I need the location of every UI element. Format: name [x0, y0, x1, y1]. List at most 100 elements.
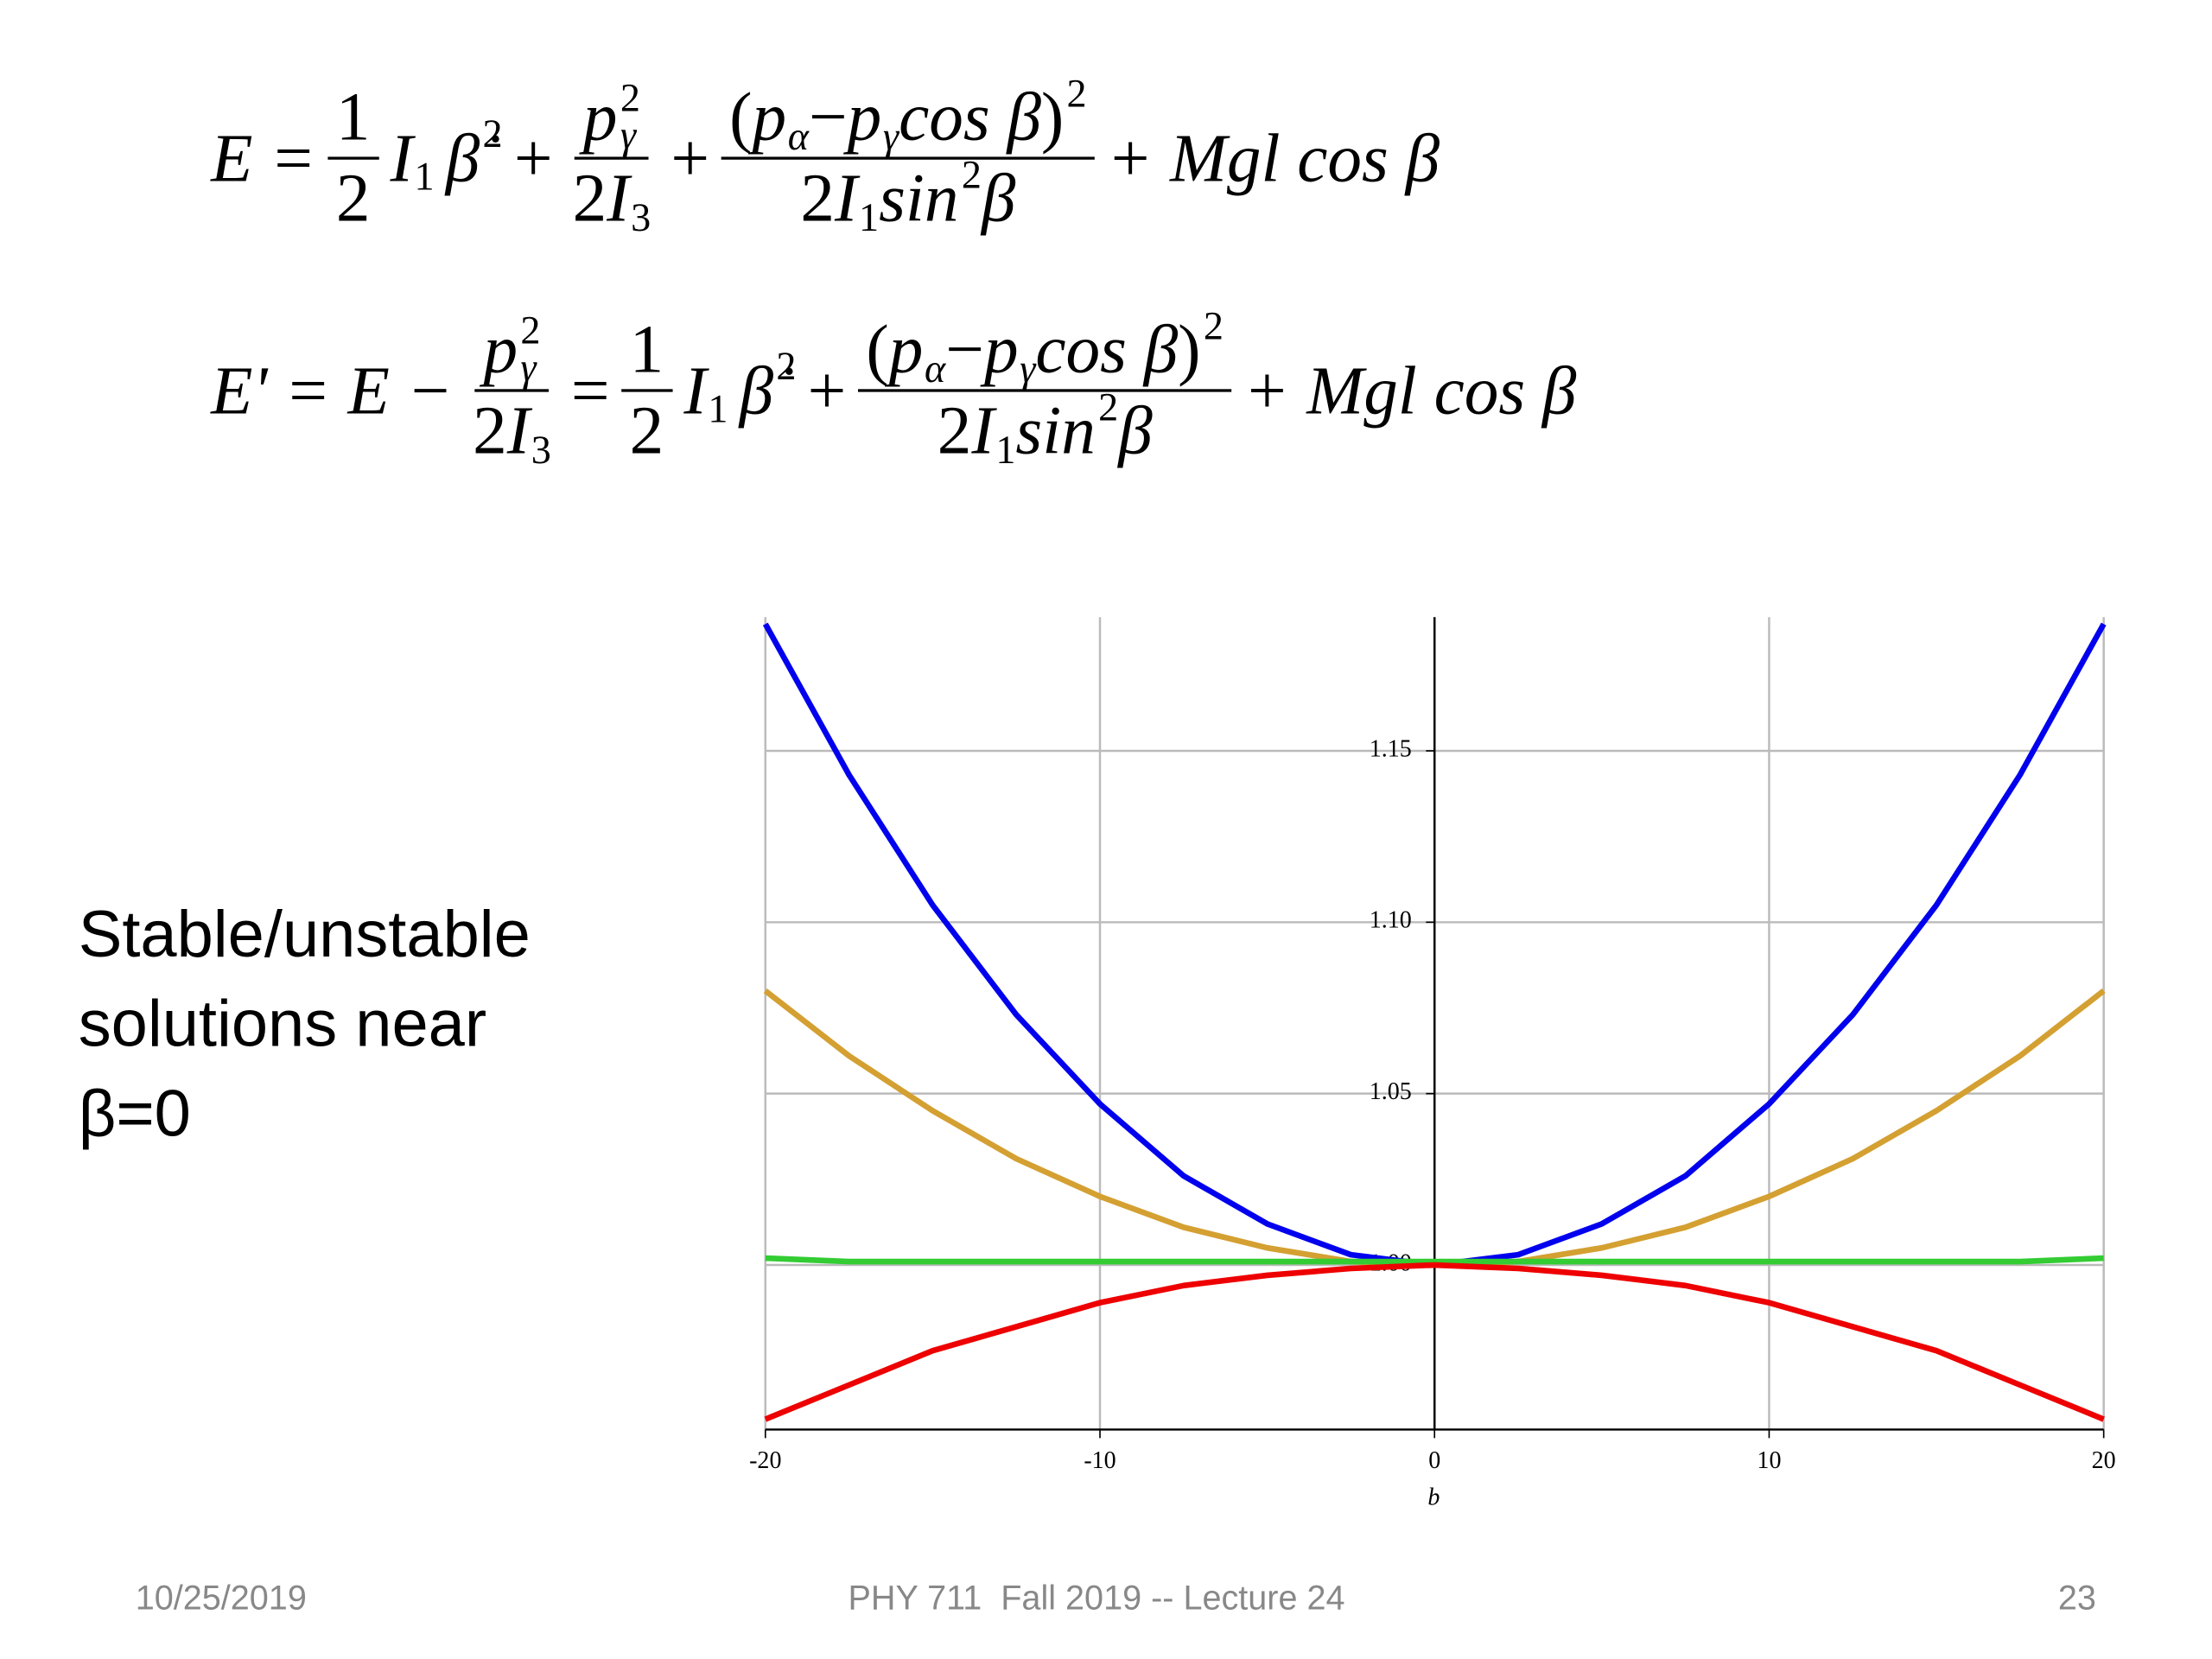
math-base: I [835, 161, 858, 237]
math-text: 2 [629, 393, 664, 469]
math-text: + Mgl cos β [1106, 120, 1440, 196]
superscript: 2 [620, 76, 640, 121]
math-base: ) [1040, 79, 1065, 156]
math-base: p [888, 312, 924, 388]
subscript: γ [1020, 346, 1036, 391]
math-text: − [808, 79, 848, 156]
math-term: β̇ 2 [446, 112, 503, 198]
math-text: E = [211, 120, 316, 196]
subscript: 3 [531, 428, 551, 473]
y-tick-label: 1.05 [1370, 1078, 1412, 1105]
math-text: E' = E − [211, 353, 454, 429]
math-text: ( [729, 79, 753, 156]
subscript: 1 [414, 155, 435, 200]
math-text: + [513, 120, 553, 196]
math-base: p [483, 312, 518, 388]
math-base: I [683, 353, 707, 429]
math-base: β̇ [739, 353, 774, 429]
series-line [765, 1255, 2104, 1265]
math-base: ) [1178, 312, 1201, 388]
denominator: 2 I 1 sin 2 β [792, 153, 1025, 240]
math-base: sin [879, 161, 959, 237]
numerator: (p α − p γ cos β) 2 [721, 72, 1096, 160]
x-axis-label: b [1427, 1484, 1440, 1511]
footer-page: 23 [2057, 1579, 2096, 1618]
math-term: sin 2 [1015, 385, 1118, 471]
math-text: 2 [572, 161, 607, 237]
x-tick-label: -20 [749, 1447, 781, 1474]
side-text: Stable/unstable [78, 896, 531, 971]
math-text: 2 [335, 161, 371, 237]
math-text: 1 [335, 79, 371, 156]
math-term: sin 2 [879, 153, 982, 238]
math-base: I [607, 161, 630, 237]
x-tick-label: 20 [2092, 1447, 2116, 1474]
superscript: 2 [776, 345, 797, 390]
math-text: 2 [473, 393, 507, 469]
denominator: 2 I 1 sin 2 β [929, 385, 1161, 473]
subscript: 1 [708, 387, 728, 432]
superscript: 2 [1066, 72, 1087, 117]
subscript: α [925, 346, 946, 391]
math-base: p [983, 312, 1019, 388]
math-text: + [671, 120, 710, 196]
superscript: 2 [520, 308, 541, 353]
subscript: γ [620, 113, 637, 158]
math-text: cos β [899, 79, 1041, 156]
subscript: 1 [995, 428, 1016, 473]
subscript: γ [520, 346, 537, 391]
numerator: (p α − p γ cos β) 2 [857, 304, 1232, 392]
denominator: 2 [621, 392, 672, 471]
math-text: β [981, 161, 1016, 237]
math-text: 1 [629, 312, 664, 388]
math-text: ( [866, 312, 889, 388]
footer-date: 10/25/2019 [135, 1579, 307, 1618]
superscript: 2 [961, 153, 982, 198]
math-term: ) 2 [1040, 72, 1087, 157]
fraction: (p α − p γ cos β) 2 2 I 1 sin 2 β [857, 304, 1232, 473]
numerator: 1 [327, 79, 379, 160]
math-base: p [582, 79, 618, 156]
math-term: ) 2 [1178, 304, 1224, 390]
math-base: I [390, 120, 413, 196]
math-text: + Mgl cos β [1243, 353, 1577, 429]
math-text: β [1118, 393, 1153, 469]
x-tick-label: 10 [1757, 1447, 1781, 1474]
subscript: α [787, 114, 809, 159]
footer-course: PHY 711 Fall 2019 -- Lecture 24 [848, 1579, 1345, 1618]
subscript: γ [882, 114, 899, 159]
math-base: p [847, 79, 882, 156]
equation: E' = E − p 2 γ 2 I 3 = 1 2 I 1 β̇ 2 +(p α − p γ cos β) 2 2 I 1 s… [211, 304, 1587, 473]
math-base: I [971, 393, 995, 469]
y-tick-label: 1.10 [1370, 907, 1412, 934]
y-tick-label: 1.15 [1370, 735, 1412, 762]
superscript: 2 [482, 112, 503, 157]
x-tick-label: 0 [1428, 1447, 1440, 1474]
superscript: 2 [1203, 304, 1224, 349]
math-text: − [945, 312, 984, 388]
subscript: 1 [859, 195, 880, 240]
math-text: + [807, 353, 847, 429]
